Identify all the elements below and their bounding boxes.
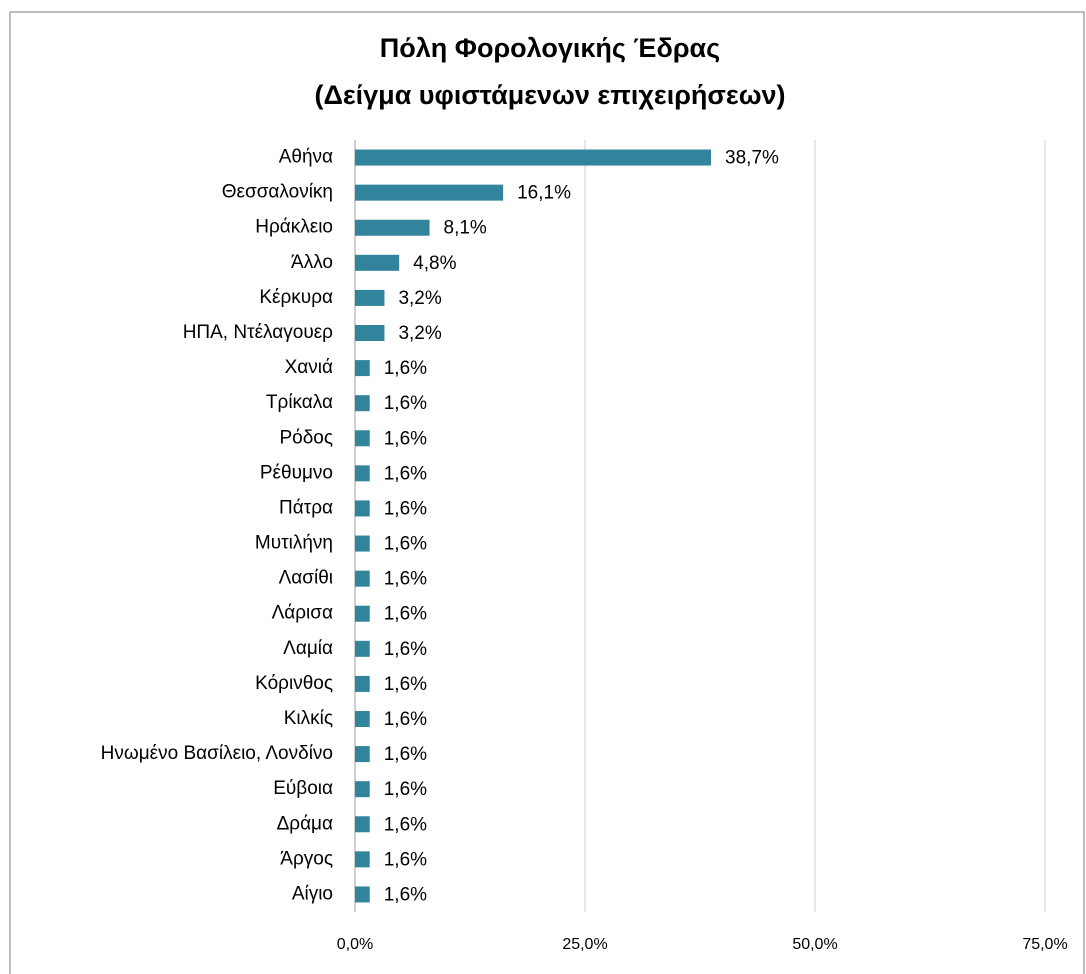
y-tick-label: Κιλκίς — [284, 708, 333, 729]
y-tick-label: Δράμα — [277, 813, 333, 834]
x-tick-label: 25,0% — [562, 936, 607, 953]
chart-title: Πόλη Φορολογικής Έδρας — [380, 33, 720, 63]
value-label: 3,2% — [398, 288, 441, 309]
y-tick-label: Χανιά — [285, 357, 333, 378]
y-tick-label: Ρόδος — [279, 427, 333, 448]
value-label: 1,6% — [384, 604, 427, 625]
y-tick-label: Θεσσαλονίκη — [222, 182, 333, 203]
y-tick-label: Αθήνα — [279, 147, 333, 168]
value-label: 1,6% — [384, 463, 427, 484]
y-tick-label: Ρέθυμνο — [260, 462, 333, 483]
y-tick-label: Μυτιλήνη — [255, 533, 333, 554]
y-tick-label: Τρίκαλα — [266, 392, 333, 413]
bar — [355, 395, 370, 412]
bar — [355, 465, 370, 482]
y-tick-label: Κόρινθος — [255, 673, 333, 694]
bar — [355, 360, 370, 377]
bar — [355, 886, 370, 903]
value-label: 1,6% — [384, 779, 427, 800]
bar — [355, 851, 370, 868]
bar — [355, 289, 385, 306]
y-tick-label: Λασίθι — [279, 568, 333, 589]
value-label: 1,6% — [384, 884, 427, 905]
y-tick-label: Άλλο — [291, 252, 333, 273]
value-label: 1,6% — [384, 498, 427, 519]
bar — [355, 746, 370, 763]
value-label: 1,6% — [384, 674, 427, 695]
bar — [355, 535, 370, 552]
bar — [355, 640, 370, 657]
bar — [355, 816, 370, 833]
value-label: 8,1% — [444, 218, 487, 239]
y-tick-label: Πάτρα — [279, 497, 333, 518]
bar — [355, 184, 504, 201]
y-tick-label: ΗΠΑ, Ντέλαγουερ — [183, 322, 333, 343]
bar — [355, 605, 370, 622]
bar — [355, 325, 385, 341]
x-tick-label: 75,0% — [1022, 936, 1067, 953]
value-label: 1,6% — [384, 393, 427, 414]
value-label: 1,6% — [384, 744, 427, 765]
value-label: 1,6% — [384, 569, 427, 590]
chart-frame — [9, 11, 1085, 974]
bar — [355, 675, 370, 692]
chart-subtitle: (Δείγμα υφιστάμενων επιχειρήσεων) — [314, 80, 785, 110]
bar — [355, 149, 712, 166]
x-tick-label: 0,0% — [337, 936, 373, 953]
y-tick-label: Άργος — [280, 848, 333, 869]
value-label: 38,7% — [725, 148, 779, 169]
value-label: 16,1% — [517, 183, 571, 204]
value-label: 1,6% — [384, 534, 427, 555]
value-label: 3,2% — [398, 323, 441, 344]
value-label: 1,6% — [384, 814, 427, 835]
y-tick-label: Ηνωμένο Βασίλειο, Λονδίνο — [101, 743, 333, 764]
bar — [355, 711, 370, 727]
y-tick-label: Ηράκλειο — [255, 217, 333, 238]
value-label: 4,8% — [413, 253, 456, 274]
y-tick-label: Κέρκυρα — [259, 287, 333, 308]
y-tick-label: Λάρισα — [272, 603, 333, 624]
value-label: 1,6% — [384, 639, 427, 660]
y-tick-label: Λαμία — [283, 638, 333, 659]
value-label: 1,6% — [384, 358, 427, 379]
value-label: 1,6% — [384, 849, 427, 870]
y-tick-label: Αίγιο — [292, 883, 333, 904]
bar — [355, 430, 370, 447]
bar — [355, 781, 370, 798]
bar — [355, 570, 370, 587]
bar — [355, 254, 400, 271]
y-tick-label: Εύβοια — [273, 778, 333, 799]
value-label: 1,6% — [384, 709, 427, 730]
value-label: 1,6% — [384, 428, 427, 449]
x-tick-label: 50,0% — [792, 936, 837, 953]
bar — [355, 219, 430, 236]
bar — [355, 500, 370, 517]
